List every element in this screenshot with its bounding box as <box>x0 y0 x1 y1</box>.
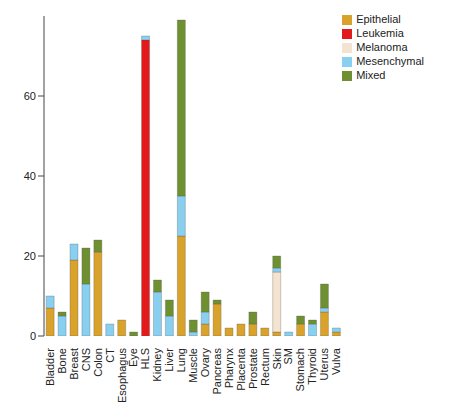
html-text:Melanoma: Melanoma <box>356 41 408 53</box>
svg-text:Lung: Lung <box>175 348 187 372</box>
svg-text:Pancreas: Pancreas <box>211 348 223 395</box>
svg-text:60: 60 <box>24 90 36 102</box>
svg-text:CNS: CNS <box>80 348 92 371</box>
svg-text:HLS: HLS <box>139 348 151 369</box>
html-text:Epithelial: Epithelial <box>356 13 401 25</box>
svg-text:Eye: Eye <box>127 348 139 367</box>
svg-text:Thyroid: Thyroid <box>306 348 318 385</box>
svg-text:Breast: Breast <box>68 348 80 380</box>
svg-text:Pharynx: Pharynx <box>223 348 235 389</box>
svg-text:Muscle: Muscle <box>187 348 199 383</box>
svg-text:20: 20 <box>24 250 36 262</box>
svg-text:Skin: Skin <box>271 348 283 369</box>
svg-text:Uterus: Uterus <box>318 348 330 381</box>
svg-text:Rectum: Rectum <box>259 348 271 386</box>
html-text:Mixed: Mixed <box>356 69 386 81</box>
svg-text:Placenta: Placenta <box>235 347 247 391</box>
svg-text:0: 0 <box>30 330 36 342</box>
svg-text:CT: CT <box>104 348 116 363</box>
svg-text:Colon: Colon <box>92 348 104 377</box>
svg-text:Vulva: Vulva <box>330 347 342 375</box>
svg-text:Prostate: Prostate <box>247 348 259 389</box>
html-text:Mesenchymal: Mesenchymal <box>356 55 424 67</box>
svg-text:Stomach: Stomach <box>294 348 306 391</box>
svg-text:Esophagus: Esophagus <box>116 348 128 404</box>
svg-text:SM: SM <box>282 348 294 365</box>
svg-text:Bladder: Bladder <box>44 348 56 386</box>
svg-text:Bone: Bone <box>56 348 68 374</box>
svg-text:40: 40 <box>24 170 36 182</box>
svg-text:Kidney: Kidney <box>151 348 163 382</box>
svg-text:Ovary: Ovary <box>199 348 211 378</box>
svg-text:Liver: Liver <box>163 348 175 372</box>
html-text:Leukemia: Leukemia <box>356 27 404 39</box>
